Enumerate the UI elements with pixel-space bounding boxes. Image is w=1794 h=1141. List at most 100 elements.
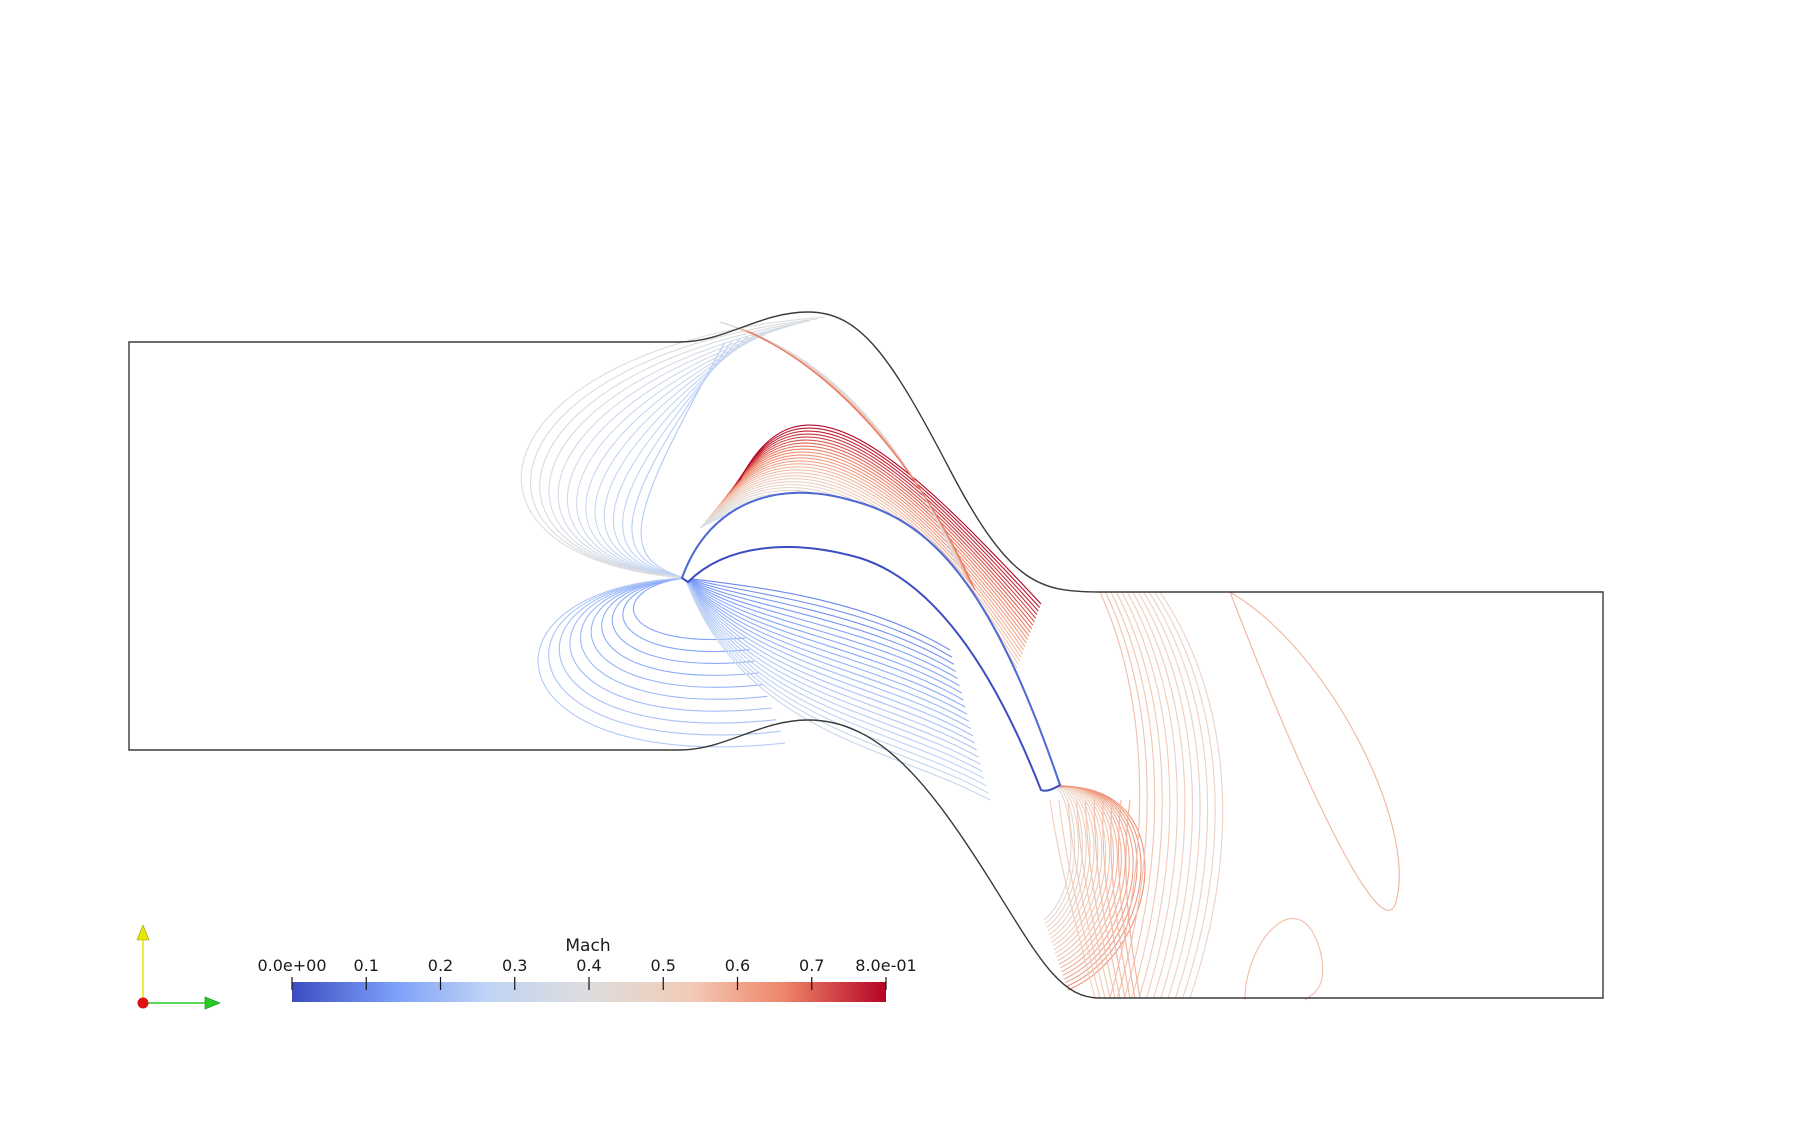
contour-line-64 [726, 451, 1030, 637]
contour-line-39 [684, 577, 979, 758]
x-axis-arrow-icon [204, 996, 221, 1010]
contour-line-122 [1229, 591, 1400, 911]
colorbar-tick-label-1: 0.1 [354, 956, 379, 975]
contour-line-17 [601, 577, 759, 676]
contour-line-15 [622, 577, 750, 652]
contour-line-116 [1132, 591, 1186, 999]
contour-line-26 [684, 577, 955, 665]
contour-line-22 [548, 577, 781, 736]
contour-line-118 [1143, 591, 1201, 999]
axes-triad [136, 924, 221, 1010]
contour-line-120 [1154, 591, 1216, 999]
contour-line-38 [684, 577, 977, 751]
contour-line-125 [1058, 799, 1101, 999]
contour-line-119 [1148, 591, 1209, 999]
contour-line-104 [1044, 785, 1126, 973]
contour-line-20 [569, 577, 772, 712]
colorbar-tick-label-6: 0.6 [725, 956, 750, 975]
contour-line-1 [631, 339, 734, 579]
contour-line-105 [1044, 785, 1130, 976]
contour-line-25 [684, 577, 953, 658]
contour-line-61 [721, 460, 1026, 647]
contour-line-7 [576, 328, 780, 579]
contour-line-9 [557, 324, 795, 579]
contour-line-129 [1093, 799, 1121, 999]
contour-line-123 [1244, 917, 1324, 1001]
colorbar-ticks: 0.0e+00 0.1 0.2 0.3 0.4 0.5 0.6 0.7 8.0e-01 [257, 956, 917, 990]
mach-contour-lines [520, 316, 1400, 1001]
contour-line-103 [1044, 785, 1122, 969]
contour-line-111 [1104, 591, 1148, 999]
contour-line-89 [749, 331, 976, 591]
channel-outline [128, 311, 1604, 999]
contour-line-13 [520, 316, 826, 579]
contour-line-8 [567, 326, 787, 579]
contour-line-24 [684, 577, 951, 651]
contour-line-36 [684, 577, 974, 737]
contour-line-4 [603, 333, 757, 579]
contour-line-62 [723, 457, 1027, 644]
contour-line-124 [1049, 799, 1096, 999]
contour-line-35 [684, 577, 972, 730]
contour-line-121 [1159, 591, 1224, 999]
contour-line-70 [735, 433, 1038, 616]
contour-line-112 [1110, 591, 1156, 999]
contour-line-100 [1044, 785, 1111, 958]
contour-line-65 [727, 448, 1031, 633]
contour-line-110 [1099, 591, 1141, 999]
contour-line-37 [684, 577, 976, 744]
contour-line-101 [1044, 785, 1115, 962]
contour-line-72 [738, 427, 1041, 608]
contour-line-34 [684, 577, 970, 722]
y-axis-arrow-icon [136, 924, 150, 941]
contour-line-40 [684, 577, 981, 765]
contour-line-30 [684, 577, 962, 694]
colorbar-tick-label-3: 0.3 [502, 956, 527, 975]
contour-line-45 [684, 577, 991, 801]
contour-line-117 [1137, 591, 1193, 999]
contour-line-33 [684, 577, 968, 715]
contour-line-16 [611, 577, 754, 664]
contour-line-43 [684, 577, 987, 787]
contour-line-42 [684, 577, 985, 780]
contour-line-127 [1076, 799, 1111, 999]
contour-line-0 [640, 341, 726, 579]
contour-line-27 [684, 577, 956, 672]
contour-line-29 [684, 577, 960, 687]
contour-line-59 [718, 466, 1023, 655]
colorbar-title: Mach [565, 936, 610, 956]
contour-line-5 [594, 331, 764, 579]
colorbar-tick-label-2: 0.2 [428, 956, 453, 975]
contour-line-73 [739, 424, 1042, 605]
contour-line-63 [724, 454, 1029, 640]
contour-line-28 [684, 577, 958, 680]
contour-line-14 [632, 577, 746, 640]
contour-line-69 [733, 436, 1037, 619]
contour-line-32 [684, 577, 966, 708]
colorbar-tick-label-4: 0.4 [576, 956, 601, 975]
z-axis-dot [137, 997, 149, 1009]
contour-line-44 [684, 577, 989, 794]
colorbar-tick-label-8: 8.0e-01 [855, 956, 916, 975]
contour-line-19 [579, 577, 768, 700]
contour-line-11 [539, 320, 810, 579]
contour-line-23 [537, 577, 786, 748]
contour-line-126 [1067, 799, 1106, 999]
contour-line-60 [720, 463, 1025, 651]
colorbar-tick-label-7: 0.7 [799, 956, 824, 975]
contour-line-12 [530, 318, 818, 579]
contour-line-68 [732, 439, 1035, 623]
colorbar-tick-label-0: 0.0e+00 [257, 956, 326, 975]
contour-line-18 [590, 577, 763, 688]
contour-line-41 [684, 577, 983, 772]
contour-line-128 [1085, 799, 1116, 999]
contour-line-10 [548, 322, 803, 579]
contour-line-115 [1126, 591, 1178, 999]
contour-line-6 [585, 329, 772, 579]
contour-line-132 [1117, 799, 1136, 999]
contour-line-58 [717, 469, 1022, 658]
contour-line-131 [1110, 799, 1131, 999]
contour-line-2 [622, 337, 741, 579]
contour-line-130 [1102, 799, 1126, 999]
